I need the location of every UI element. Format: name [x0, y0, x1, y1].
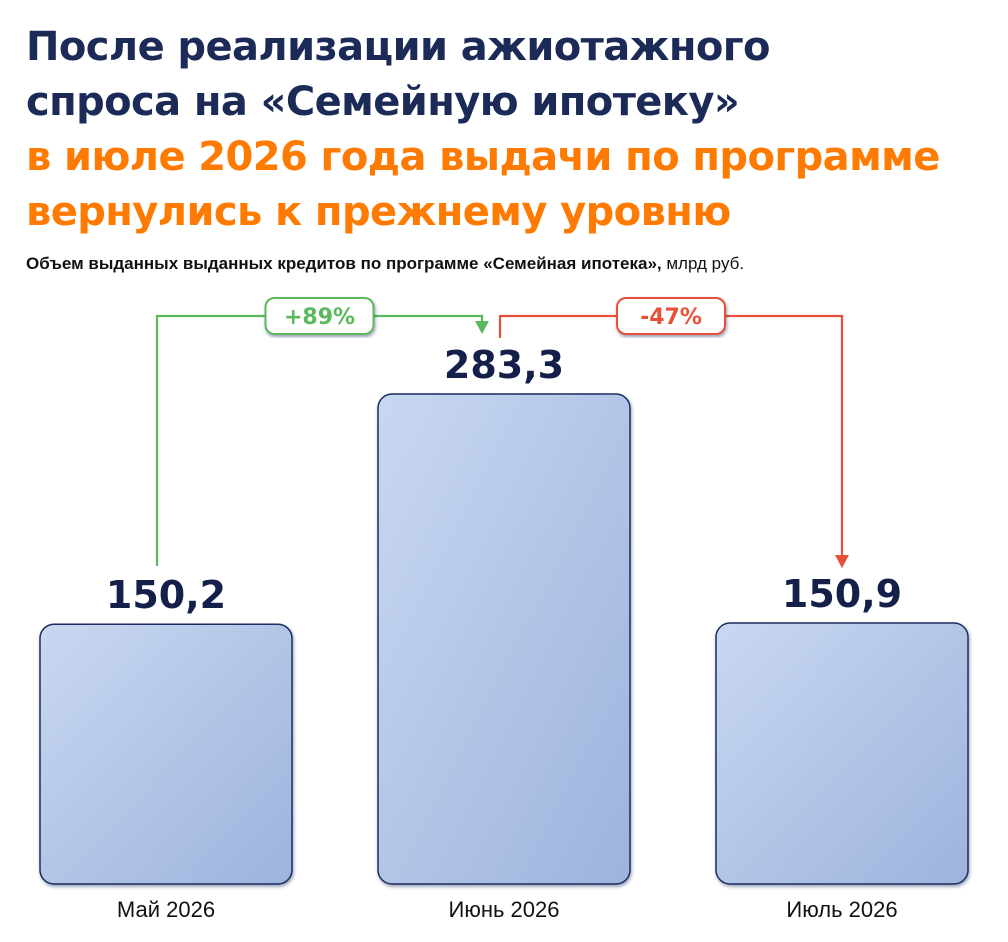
- category-label-1: Май 2026: [117, 897, 215, 922]
- change-badge-1: [264, 297, 375, 335]
- category-label-2: Июнь 2026: [449, 897, 560, 922]
- bar-value-label-2: 283,3: [444, 343, 564, 387]
- bar-2: [377, 393, 631, 885]
- change-badge-2: [616, 297, 726, 335]
- bar-value-label-3: 150,9: [782, 572, 902, 616]
- title-line-2: спроса на «Семейную ипотеку»: [26, 79, 740, 125]
- labels-layer: 150,2 Май 2026 283,3 Июнь 2026 150,9 Июль 202…: [106, 343, 902, 922]
- chart-title: После реализации ажиотажного спроса на «…: [26, 20, 940, 240]
- bar-value-label-1: 150,2: [106, 573, 226, 617]
- connector-arrowhead-1: [475, 321, 489, 334]
- bars-layer: [39, 393, 969, 885]
- title-line-1: После реализации ажиотажного: [26, 24, 771, 70]
- subtitle-text: Объем выданных выданных кредитов по прог…: [26, 254, 662, 273]
- chart-subtitle: Объем выданных выданных кредитов по прог…: [26, 254, 744, 274]
- connectors-layer: +89% -47%: [155, 297, 849, 568]
- change-badge-text-1: +89%: [284, 305, 355, 330]
- bar-3: [715, 622, 969, 885]
- category-label-3: Июль 2026: [786, 897, 897, 922]
- bar-1: [39, 623, 293, 885]
- subtitle-unit: млрд руб.: [661, 254, 745, 273]
- title-line-4: вернулись к прежнему уровню: [26, 189, 731, 235]
- change-badge-text-2: -47%: [640, 305, 702, 330]
- title-line-3: в июле 2026 года выдачи по программе: [26, 134, 940, 180]
- connector-arrowhead-2: [835, 555, 849, 568]
